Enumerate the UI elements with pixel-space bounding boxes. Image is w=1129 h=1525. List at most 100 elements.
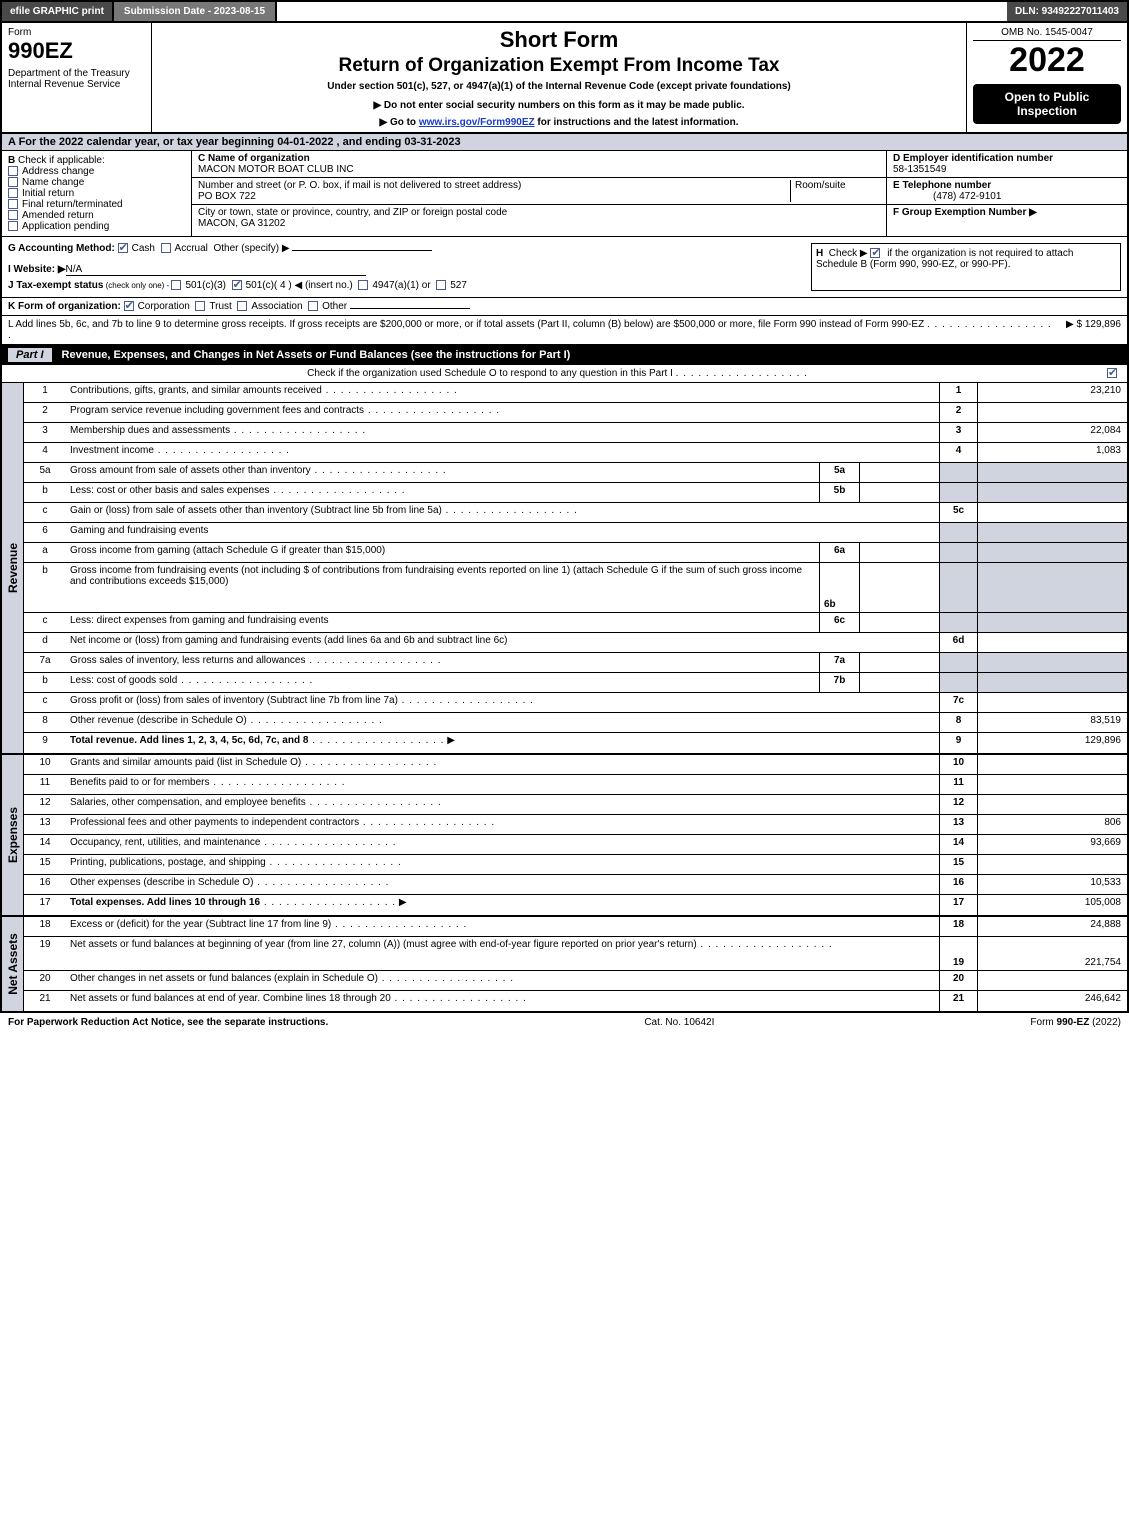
note-ssn: ▶ Do not enter social security numbers o… (158, 100, 960, 111)
row-desc: Grants and similar amounts paid (list in… (70, 757, 301, 768)
l-amount: ▶ $ 129,896 (1058, 319, 1121, 341)
table-row: 3Membership dues and assessments322,084 (24, 423, 1127, 443)
form-label: Form (8, 27, 145, 38)
checkbox-icon[interactable] (161, 243, 171, 253)
checkbox-icon[interactable] (118, 243, 128, 253)
j-sub: (check only one) - (103, 281, 171, 290)
c-city-label: City or town, state or province, country… (198, 207, 507, 218)
row-value: 806 (977, 815, 1127, 834)
checkbox-icon[interactable] (8, 166, 18, 176)
checkbox-icon[interactable] (232, 280, 242, 290)
table-row: 7aGross sales of inventory, less returns… (24, 653, 1127, 673)
f-group-label: F Group Exemption Number ▶ (893, 207, 1037, 218)
footer-right: Form 990-EZ (2022) (1030, 1017, 1121, 1028)
row-value: 10,533 (977, 875, 1127, 894)
g-other-blank[interactable] (292, 250, 432, 251)
section-c: C Name of organization MACON MOTOR BOAT … (192, 151, 887, 236)
sidebar-netassets: Net Assets (2, 917, 24, 1011)
checkbox-icon[interactable] (8, 210, 18, 220)
tax-year: 2022 (973, 41, 1121, 80)
checkbox-icon[interactable] (308, 301, 318, 311)
row-value (977, 633, 1127, 652)
table-row: dNet income or (loss) from gaming and fu… (24, 633, 1127, 653)
e-phone-label: E Telephone number (893, 180, 991, 191)
checkbox-icon[interactable] (124, 301, 134, 311)
g-cash: Cash (132, 243, 155, 254)
page-footer: For Paperwork Reduction Act Notice, see … (0, 1013, 1129, 1032)
row-desc: Gross sales of inventory, less returns a… (70, 655, 305, 666)
checkbox-icon[interactable] (358, 280, 368, 290)
checkbox-icon[interactable] (195, 301, 205, 311)
section-b: B Check if applicable: Address change Na… (2, 151, 192, 236)
table-row: 15Printing, publications, postage, and s… (24, 855, 1127, 875)
section-h-box: H Check ▶ if the organization is not req… (811, 243, 1121, 291)
row-desc: Benefits paid to or for members (70, 777, 210, 788)
section-a-text: A For the 2022 calendar year, or tax yea… (8, 136, 461, 148)
section-a-taxyear: A For the 2022 calendar year, or tax yea… (0, 134, 1129, 151)
i-value: N/A (66, 264, 366, 276)
row-desc: Membership dues and assessments (70, 425, 230, 436)
checkbox-icon[interactable] (237, 301, 247, 311)
row-value (977, 775, 1127, 794)
table-row: 6Gaming and fundraising events (24, 523, 1127, 543)
table-row: bLess: cost or other basis and sales exp… (24, 483, 1127, 503)
top-header-bar: efile GRAPHIC print Submission Date - 20… (0, 0, 1129, 23)
checkbox-icon[interactable] (8, 221, 18, 231)
note-goto: ▶ Go to www.irs.gov/Form990EZ for instru… (158, 117, 960, 128)
row-inval (859, 613, 939, 632)
title-shortform: Short Form (158, 27, 960, 53)
h-check-text: Check ▶ (829, 248, 868, 259)
efile-print-label[interactable]: efile GRAPHIC print (2, 2, 114, 21)
table-row: 20Other changes in net assets or fund ba… (24, 971, 1127, 991)
table-row: 16Other expenses (describe in Schedule O… (24, 875, 1127, 895)
b-amended-return: Amended return (22, 210, 94, 221)
note-goto-post: for instructions and the latest informat… (535, 117, 739, 128)
table-row: 10Grants and similar amounts paid (list … (24, 755, 1127, 775)
table-row: 11Benefits paid to or for members11 (24, 775, 1127, 795)
checkbox-icon[interactable] (8, 188, 18, 198)
irs-link[interactable]: www.irs.gov/Form990EZ (419, 117, 535, 128)
checkbox-icon[interactable] (171, 280, 181, 290)
row-inval (859, 673, 939, 692)
row-desc: Net income or (loss) from gaming and fun… (70, 635, 507, 646)
row-value: 129,896 (977, 733, 1127, 753)
checkbox-icon[interactable] (436, 280, 446, 290)
row-inval (859, 483, 939, 502)
row-desc: Other revenue (describe in Schedule O) (70, 715, 247, 726)
h-label: H (816, 248, 823, 259)
footer-left: For Paperwork Reduction Act Notice, see … (8, 1017, 328, 1028)
row-value (977, 693, 1127, 712)
row-desc: Less: cost of goods sold (70, 675, 177, 686)
row-value: 24,888 (977, 917, 1127, 936)
j-501c: 501(c)( 4 ) ◀ (insert no.) (246, 280, 353, 291)
table-row: 17Total expenses. Add lines 10 through 1… (24, 895, 1127, 915)
table-row: 12Salaries, other compensation, and empl… (24, 795, 1127, 815)
g-other: Other (specify) ▶ (213, 243, 289, 254)
checkbox-icon[interactable] (1107, 368, 1117, 378)
k-other-blank[interactable] (350, 308, 470, 309)
row-value (977, 503, 1127, 522)
topbar-spacer (277, 2, 1007, 21)
part-i-tag: Part I (8, 348, 52, 362)
table-row: cGain or (loss) from sale of assets othe… (24, 503, 1127, 523)
j-4947: 4947(a)(1) or (372, 280, 430, 291)
b-application-pending: Application pending (22, 221, 109, 232)
checkbox-icon[interactable] (8, 199, 18, 209)
row-value: 221,754 (977, 937, 1127, 970)
row-desc: Less: cost or other basis and sales expe… (70, 485, 270, 496)
checkbox-icon[interactable] (8, 177, 18, 187)
row-desc: Gross profit or (loss) from sales of inv… (70, 695, 398, 706)
table-row: bLess: cost of goods sold7b (24, 673, 1127, 693)
c-name-label: C Name of organization (198, 153, 310, 164)
checkbox-icon[interactable] (870, 248, 880, 258)
sidebar-revenue: Revenue (2, 383, 24, 753)
dln-label: DLN: 93492227011403 (1007, 2, 1127, 21)
c-room-label: Room/suite (790, 180, 880, 202)
section-def: D Employer identification number 58-1351… (887, 151, 1127, 236)
c-name-value: MACON MOTOR BOAT CLUB INC (198, 164, 354, 175)
header-mid: Short Form Return of Organization Exempt… (152, 23, 967, 132)
expenses-table: Expenses 10Grants and similar amounts pa… (0, 755, 1129, 917)
b-check-label: Check if applicable: (18, 155, 105, 166)
title-return: Return of Organization Exempt From Incom… (158, 55, 960, 77)
table-row: 21Net assets or fund balances at end of … (24, 991, 1127, 1011)
